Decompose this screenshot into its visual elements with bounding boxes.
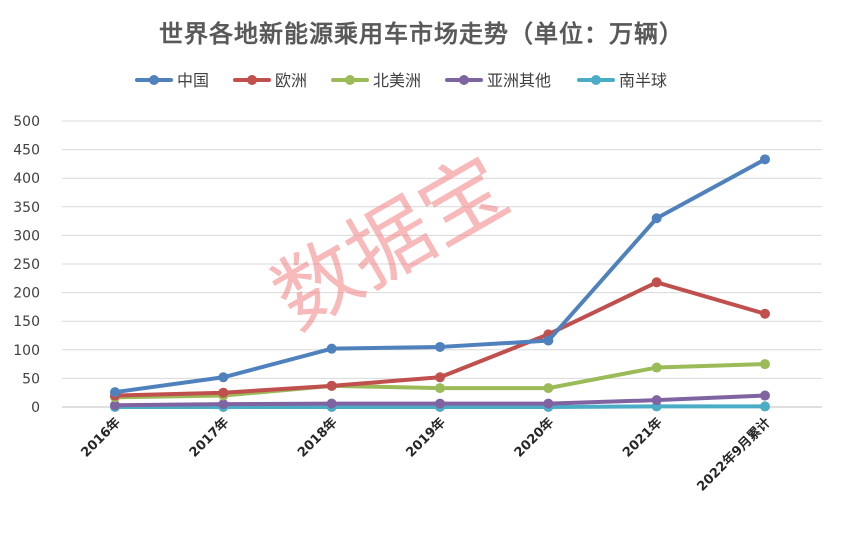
data-point: [435, 372, 445, 383]
data-point: [435, 341, 445, 352]
watermark: 数据宝: [257, 137, 524, 348]
data-point: [326, 380, 337, 391]
x-tick-label: 2021年: [619, 415, 665, 461]
data-point: [760, 390, 770, 401]
x-tick-label: 2017年: [186, 415, 232, 461]
y-tick-label: 400: [13, 171, 40, 187]
data-point: [651, 277, 662, 288]
y-tick-label: 50: [22, 371, 40, 387]
y-tick-label: 350: [13, 200, 40, 216]
legend-label: 欧洲: [275, 71, 307, 90]
legend-item: 亚洲其他: [445, 71, 551, 90]
x-tick-label: 2020年: [511, 415, 557, 461]
x-tick-label: 2022年9月累计: [694, 415, 774, 495]
x-tick-label: 2018年: [294, 415, 340, 461]
watermark-text: 数据宝: [257, 137, 524, 348]
data-point: [110, 387, 120, 398]
y-tick-label: 100: [13, 343, 40, 359]
series: [110, 277, 770, 401]
data-point: [218, 372, 229, 383]
data-point: [326, 398, 337, 409]
data-point: [218, 387, 229, 398]
chart-title: 世界各地新能源乘用车市场走势（单位：万辆）: [159, 20, 684, 48]
legend-label: 南半球: [619, 71, 667, 90]
data-point: [760, 401, 770, 412]
legend: 中国 欧洲 北美洲 亚洲其他 南半球: [135, 71, 667, 90]
data-point: [435, 383, 445, 394]
y-tick-label: 200: [13, 286, 40, 302]
data-point: [435, 398, 445, 409]
data-point: [543, 383, 554, 394]
series: [110, 390, 770, 411]
legend-marker: [345, 75, 355, 85]
legend-item: 南半球: [577, 71, 667, 90]
legend-marker: [247, 75, 257, 85]
legend-item: 中国: [135, 71, 209, 90]
data-point: [760, 308, 770, 319]
x-tick-label: 2016年: [78, 415, 124, 461]
legend-marker: [459, 75, 469, 85]
legend-marker: [591, 75, 601, 85]
data-point: [651, 395, 662, 406]
data-point: [218, 399, 229, 410]
legend-label: 亚洲其他: [487, 71, 551, 90]
series: [110, 154, 770, 398]
series-layer: [110, 154, 770, 412]
y-tick-label: 250: [13, 257, 40, 273]
x-axis: 2016年 2017年 2018年 2019年 2020年 2021年 2022年9月累计: [78, 415, 774, 495]
y-tick-label: 450: [13, 143, 40, 159]
legend-item: 欧洲: [233, 71, 307, 90]
y-tick-label: 0: [31, 400, 40, 416]
x-tick-label: 2019年: [403, 415, 449, 461]
data-point: [760, 154, 770, 165]
data-point: [760, 359, 770, 370]
data-point: [651, 213, 662, 224]
data-point: [110, 400, 120, 411]
data-point: [651, 362, 662, 373]
legend-item: 北美洲: [331, 71, 421, 90]
data-point: [543, 335, 554, 346]
y-tick-label: 150: [13, 314, 40, 330]
data-point: [543, 398, 554, 409]
legend-label: 北美洲: [373, 71, 421, 90]
y-tick-label: 500: [13, 114, 40, 130]
y-tick-label: 300: [13, 228, 40, 244]
y-axis: 0 50 100 150 200 250 300 350 400 450 500: [13, 114, 40, 416]
data-point: [326, 343, 337, 354]
legend-label: 中国: [177, 71, 209, 90]
legend-marker: [149, 75, 159, 85]
